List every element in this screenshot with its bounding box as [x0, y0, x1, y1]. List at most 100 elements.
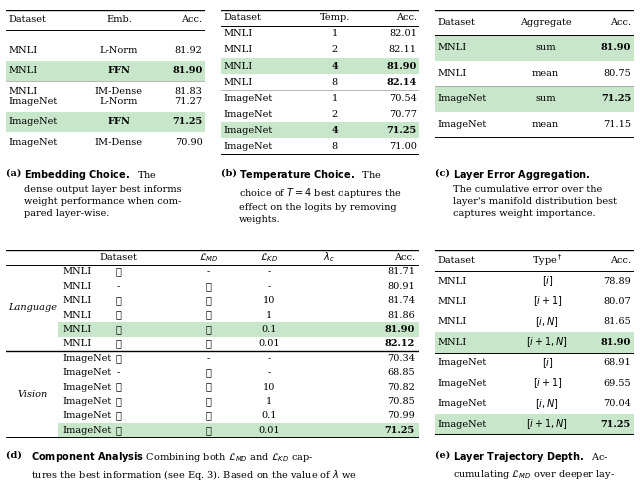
- Text: $\mathbf{Layer\ Error\ Aggregation.}$
The cumulative error over the
layer's mani: $\mathbf{Layer\ Error\ Aggregation.}$ Th…: [453, 168, 617, 218]
- FancyBboxPatch shape: [221, 122, 419, 138]
- Text: ✓: ✓: [205, 412, 211, 420]
- Text: ✓: ✓: [115, 383, 121, 392]
- Text: 1: 1: [332, 94, 338, 103]
- Text: MNLI: MNLI: [437, 44, 467, 52]
- Text: MNLI: MNLI: [62, 296, 92, 305]
- Text: $[i+1,N]$: $[i+1,N]$: [527, 336, 568, 349]
- Text: (e): (e): [435, 450, 454, 460]
- Text: 70.34: 70.34: [387, 354, 415, 363]
- Text: L-Norm: L-Norm: [100, 46, 138, 55]
- Text: FFN: FFN: [108, 66, 131, 75]
- Text: 82.11: 82.11: [388, 46, 417, 54]
- FancyBboxPatch shape: [6, 61, 205, 81]
- Text: MNLI: MNLI: [223, 62, 253, 71]
- Text: 81.92: 81.92: [175, 46, 203, 55]
- Text: ImageNet: ImageNet: [62, 368, 111, 377]
- Text: FFN: FFN: [108, 117, 131, 126]
- Text: ImageNet: ImageNet: [437, 120, 486, 129]
- FancyBboxPatch shape: [6, 112, 205, 132]
- Text: ✓: ✓: [205, 426, 211, 435]
- Text: ImageNet: ImageNet: [8, 97, 58, 106]
- Text: $[i+1]$: $[i+1]$: [532, 376, 563, 390]
- Text: ImageNet: ImageNet: [62, 412, 111, 420]
- Text: ImageNet: ImageNet: [438, 358, 487, 368]
- Text: 81.71: 81.71: [387, 268, 415, 276]
- Text: 81.83: 81.83: [175, 87, 203, 96]
- Text: 70.04: 70.04: [603, 399, 631, 408]
- Text: ImageNet: ImageNet: [8, 117, 58, 126]
- Text: ImageNet: ImageNet: [223, 142, 273, 151]
- Text: MNLI: MNLI: [438, 276, 467, 286]
- Text: -: -: [116, 282, 120, 291]
- Text: ✓: ✓: [115, 340, 121, 348]
- Text: Acc.: Acc.: [394, 253, 415, 262]
- Text: 71.25: 71.25: [601, 420, 631, 429]
- Text: 81.86: 81.86: [387, 311, 415, 319]
- Text: ✓: ✓: [205, 340, 211, 348]
- Text: Emb.: Emb.: [106, 16, 132, 24]
- Text: -: -: [207, 354, 210, 363]
- Text: Language: Language: [8, 303, 57, 313]
- Text: Dataset: Dataset: [223, 13, 261, 23]
- Text: ✓: ✓: [115, 311, 121, 319]
- Text: 82.12: 82.12: [385, 340, 415, 348]
- Text: -: -: [267, 368, 270, 377]
- Text: 81.74: 81.74: [387, 296, 415, 305]
- Text: MNLI: MNLI: [223, 46, 253, 54]
- Text: MNLI: MNLI: [62, 340, 92, 348]
- Text: Temp.: Temp.: [320, 13, 350, 23]
- Text: ✓: ✓: [115, 325, 121, 334]
- Text: -: -: [267, 354, 270, 363]
- FancyBboxPatch shape: [221, 58, 419, 74]
- Text: ImageNet: ImageNet: [223, 94, 273, 103]
- Text: L-Norm: L-Norm: [100, 97, 138, 106]
- Text: Dataset: Dataset: [437, 18, 476, 27]
- Text: ImageNet: ImageNet: [62, 383, 111, 392]
- Text: 68.91: 68.91: [604, 358, 631, 368]
- Text: (b): (b): [221, 168, 240, 177]
- Text: sum: sum: [535, 44, 556, 52]
- Text: 71.25: 71.25: [172, 117, 203, 126]
- Text: -: -: [116, 368, 120, 377]
- Text: ✓: ✓: [115, 397, 121, 406]
- Text: sum: sum: [535, 95, 556, 103]
- FancyBboxPatch shape: [58, 322, 419, 337]
- FancyBboxPatch shape: [58, 423, 419, 438]
- Text: $[i]$: $[i]$: [541, 274, 553, 288]
- Text: Vision: Vision: [17, 390, 47, 399]
- Text: mean: mean: [532, 69, 559, 78]
- Text: 0.1: 0.1: [261, 325, 276, 334]
- Text: $[i,N]$: $[i,N]$: [536, 315, 559, 329]
- Text: 70.85: 70.85: [387, 397, 415, 406]
- Text: 2: 2: [332, 110, 338, 119]
- Text: ✓: ✓: [115, 412, 121, 420]
- Text: MNLI: MNLI: [8, 66, 38, 75]
- Text: 1: 1: [266, 311, 272, 319]
- Text: 71.25: 71.25: [385, 426, 415, 435]
- Text: 81.90: 81.90: [601, 44, 631, 52]
- Text: ImageNet: ImageNet: [223, 126, 273, 135]
- Text: 4: 4: [332, 126, 339, 135]
- Text: ImageNet: ImageNet: [62, 426, 111, 435]
- Text: $\lambda_c$: $\lambda_c$: [323, 250, 335, 265]
- Text: 80.91: 80.91: [387, 282, 415, 291]
- Text: MNLI: MNLI: [437, 69, 467, 78]
- Text: 10: 10: [262, 296, 275, 305]
- Text: 82.14: 82.14: [387, 77, 417, 87]
- Text: 8: 8: [332, 142, 338, 151]
- Text: 81.90: 81.90: [600, 338, 631, 347]
- Text: 8: 8: [332, 77, 338, 87]
- Text: MNLI: MNLI: [438, 297, 467, 306]
- Text: $\mathbf{Temperature\ Choice.}$  The
choice of $T=4$ best captures the
effect on: $\mathbf{Temperature\ Choice.}$ The choi…: [239, 168, 401, 224]
- Text: ✓: ✓: [205, 383, 211, 392]
- Text: Type$^\dagger$: Type$^\dagger$: [532, 253, 563, 269]
- Text: Aggregate: Aggregate: [520, 18, 572, 27]
- Text: (a): (a): [6, 168, 25, 177]
- Text: 0.01: 0.01: [258, 340, 280, 348]
- Text: ImageNet: ImageNet: [223, 110, 273, 119]
- Text: $\mathbf{Component\ Analysis}$ Combining both $\mathcal{L}_{MD}$ and $\mathcal{L: $\mathbf{Component\ Analysis}$ Combining…: [31, 450, 357, 482]
- Text: -: -: [267, 268, 270, 276]
- Text: MNLI: MNLI: [8, 87, 38, 96]
- Text: ✓: ✓: [205, 296, 211, 305]
- Text: 0.01: 0.01: [258, 426, 280, 435]
